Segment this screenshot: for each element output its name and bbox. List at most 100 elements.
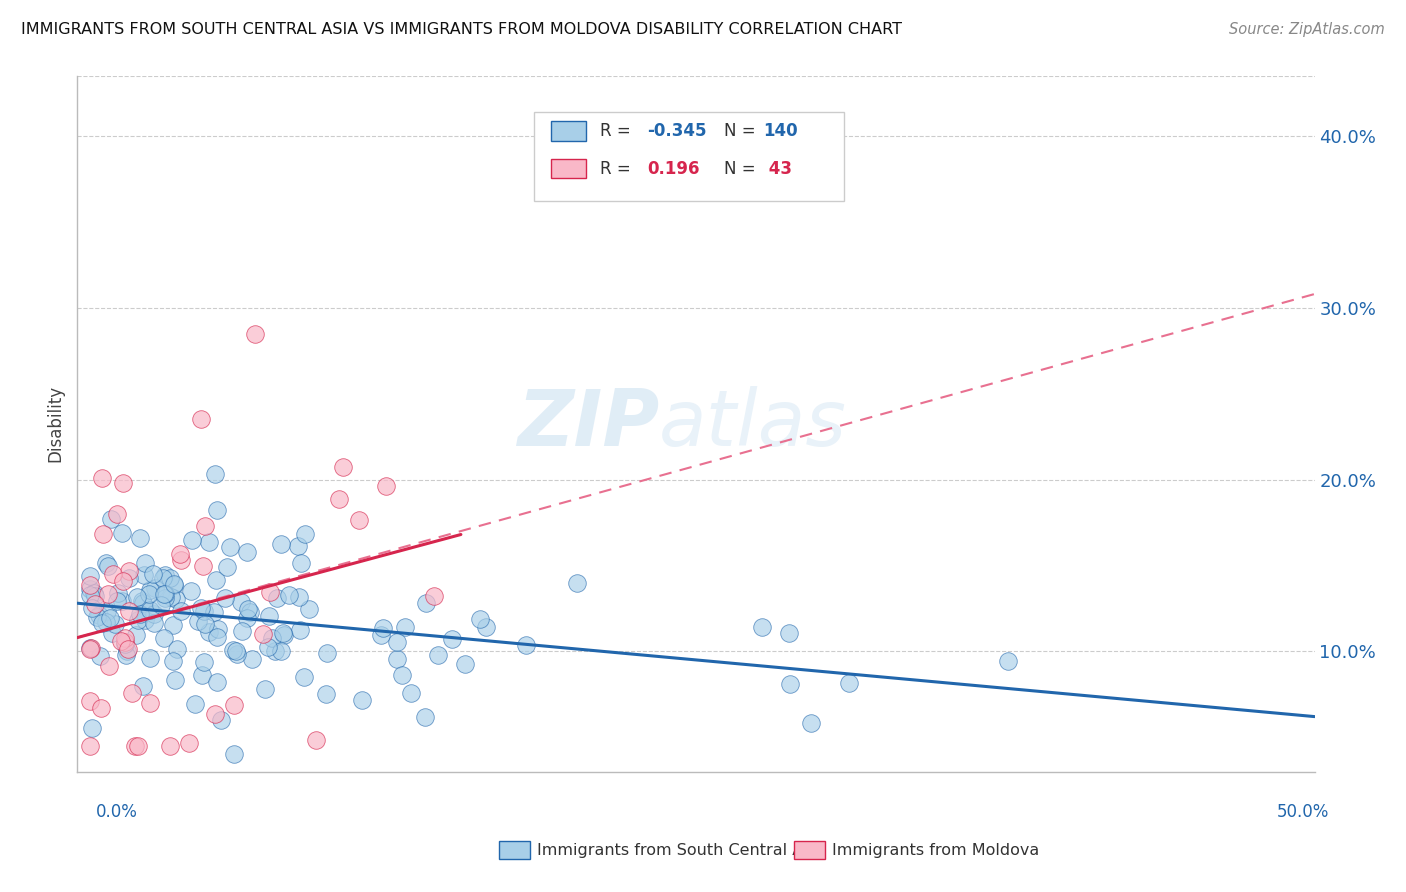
Point	[191, 558, 214, 573]
Point	[80, 641, 103, 656]
Point	[387, 652, 409, 666]
Point	[231, 624, 253, 639]
Point	[111, 526, 134, 541]
Point	[204, 706, 226, 721]
Point	[266, 591, 288, 605]
Point	[375, 479, 398, 493]
Point	[159, 739, 181, 753]
Text: 50.0%: 50.0%	[1277, 803, 1329, 821]
Point	[87, 607, 110, 622]
Point	[222, 747, 245, 762]
Point	[202, 605, 225, 619]
Text: N =: N =	[724, 122, 755, 140]
Point	[118, 604, 141, 618]
Point	[105, 507, 128, 521]
Point	[413, 709, 436, 723]
Point	[204, 467, 226, 481]
Point	[180, 583, 202, 598]
Point	[468, 612, 491, 626]
Point	[197, 535, 219, 549]
Point	[129, 531, 152, 545]
Point	[229, 595, 252, 609]
Point	[162, 618, 184, 632]
Point	[155, 586, 177, 600]
Point	[219, 540, 242, 554]
Point	[97, 558, 120, 573]
Point	[98, 611, 121, 625]
Point	[79, 588, 101, 602]
Point	[169, 547, 191, 561]
Point	[779, 677, 801, 691]
Text: 0.196: 0.196	[647, 161, 699, 178]
Point	[127, 590, 149, 604]
Point	[235, 611, 257, 625]
Point	[298, 602, 321, 616]
Point	[205, 573, 228, 587]
Point	[150, 598, 173, 612]
Point	[142, 566, 165, 581]
Point	[399, 686, 422, 700]
Point	[332, 459, 354, 474]
Text: ZIP: ZIP	[516, 385, 659, 462]
Point	[91, 471, 114, 485]
Point	[90, 701, 112, 715]
Point	[127, 613, 149, 627]
Point	[132, 596, 155, 610]
Point	[138, 587, 160, 601]
Point	[118, 571, 141, 585]
Point	[139, 696, 162, 710]
Point	[101, 566, 124, 581]
Point	[352, 693, 374, 707]
Point	[347, 513, 370, 527]
Text: N =: N =	[724, 161, 755, 178]
Point	[222, 642, 245, 657]
Point	[166, 641, 188, 656]
Point	[162, 578, 184, 592]
Point	[142, 616, 165, 631]
Point	[180, 533, 202, 548]
Point	[184, 698, 207, 712]
Point	[110, 634, 132, 648]
Point	[415, 596, 437, 610]
Point	[259, 585, 281, 599]
Point	[226, 647, 249, 661]
Point	[239, 605, 262, 619]
Point	[83, 585, 105, 599]
Point	[139, 651, 162, 665]
Point	[163, 673, 186, 687]
Point	[193, 655, 215, 669]
Point	[270, 537, 292, 551]
Point	[127, 739, 149, 753]
Point	[170, 604, 193, 618]
Point	[83, 597, 105, 611]
Point	[515, 638, 537, 652]
Text: -0.345: -0.345	[647, 122, 706, 140]
Point	[124, 739, 146, 753]
Point	[315, 687, 337, 701]
Point	[159, 571, 181, 585]
Point	[277, 588, 299, 602]
Point	[139, 583, 162, 598]
Point	[252, 627, 274, 641]
Text: 0.0%: 0.0%	[96, 803, 138, 821]
Point	[79, 641, 101, 656]
Point	[96, 604, 118, 618]
Point	[385, 635, 408, 649]
Point	[194, 617, 217, 632]
Point	[131, 594, 153, 608]
Point	[292, 670, 315, 684]
Point	[79, 582, 101, 596]
Text: R =: R =	[600, 122, 637, 140]
Point	[114, 631, 136, 645]
Point	[207, 622, 229, 636]
Point	[104, 616, 127, 631]
Point	[256, 640, 278, 655]
Point	[474, 620, 496, 634]
Point	[152, 632, 174, 646]
Point	[97, 659, 120, 673]
Point	[152, 571, 174, 585]
Point	[423, 590, 446, 604]
Point	[165, 591, 187, 606]
Point	[273, 625, 295, 640]
Point	[111, 476, 134, 491]
